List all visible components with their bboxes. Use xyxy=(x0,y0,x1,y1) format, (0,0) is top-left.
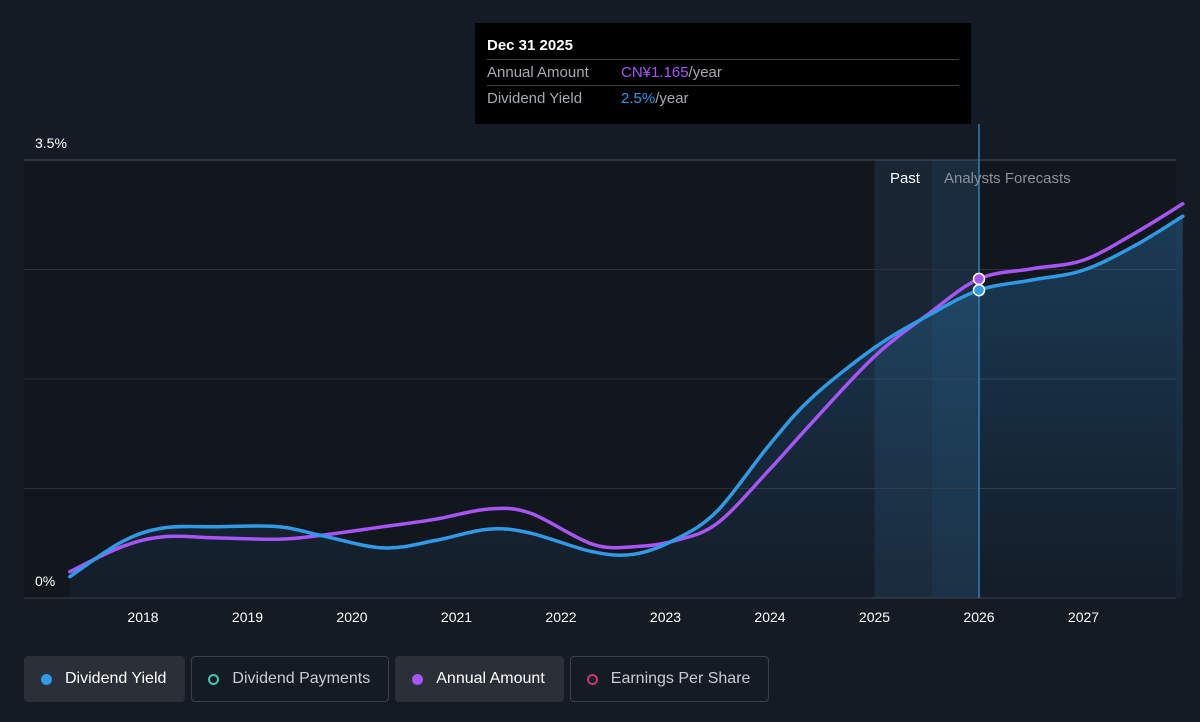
x-tick-label: 2023 xyxy=(650,609,681,625)
x-tick-label: 2019 xyxy=(232,609,263,625)
legend-label: Dividend Payments xyxy=(232,670,371,687)
dividend-yield-area xyxy=(69,216,1183,599)
legend-label: Annual Amount xyxy=(436,670,545,687)
tooltip-row-dividend-yield: Dividend Yield 2.5% /year xyxy=(487,85,959,111)
highlight-marker-dividend-yield xyxy=(972,283,986,297)
series-line-annual-amount xyxy=(68,202,1185,574)
dividend-yield-dot-icon xyxy=(41,673,52,685)
series-line-dividend-yield xyxy=(68,214,1185,579)
x-tick-label: 2021 xyxy=(441,609,472,625)
highlight-marker-annual-amount xyxy=(972,272,986,286)
legend: Dividend Yield Dividend Payments Annual … xyxy=(24,656,770,702)
legend-annual-amount[interactable]: Annual Amount xyxy=(395,656,564,702)
tooltip-value: CN¥1.165 xyxy=(621,64,689,81)
earnings-per-share-ring-icon xyxy=(586,673,598,685)
legend-dividend-yield[interactable]: Dividend Yield xyxy=(24,656,186,702)
x-tick-label: 2018 xyxy=(127,609,158,625)
legend-dividend-payments[interactable]: Dividend Payments xyxy=(191,656,390,702)
legend-earnings-per-share[interactable]: Earnings Per Share xyxy=(569,656,770,702)
y-tick-label-top: 3.5% xyxy=(35,135,67,151)
x-tick-label: 2026 xyxy=(963,609,994,625)
x-tick-label: 2022 xyxy=(545,609,576,625)
dividend-payments-ring-icon xyxy=(208,673,220,685)
legend-label: Dividend Yield xyxy=(65,670,167,687)
annual-amount-dot-icon xyxy=(412,673,424,685)
tooltip-unit: /year xyxy=(688,64,722,81)
forecast-label: Analysts Forecasts xyxy=(944,170,1071,187)
tooltip-unit: /year xyxy=(655,90,689,107)
tooltip-row-annual-amount: Annual Amount CN¥1.165 /year xyxy=(487,59,959,85)
tooltip-date: Dec 31 2025 xyxy=(487,37,573,54)
legend-label: Earnings Per Share xyxy=(610,670,751,687)
x-tick-label: 2020 xyxy=(336,609,367,625)
x-tick-label: 2025 xyxy=(859,609,890,625)
x-tick-label: 2027 xyxy=(1068,609,1099,625)
tooltip: Dec 31 2025 Annual Amount CN¥1.165 /year… xyxy=(475,23,971,124)
dividend-chart: 3.5% 0% Past Analysts Forecasts 2018 2019… xyxy=(24,124,1185,625)
tooltip-value: 2.5% xyxy=(621,90,656,107)
past-label: Past xyxy=(890,170,921,187)
tooltip-label: Dividend Yield xyxy=(487,90,583,107)
x-tick-label: 2024 xyxy=(754,609,785,625)
y-tick-label-bottom: 0% xyxy=(35,573,55,589)
tooltip-label: Annual Amount xyxy=(487,64,589,81)
